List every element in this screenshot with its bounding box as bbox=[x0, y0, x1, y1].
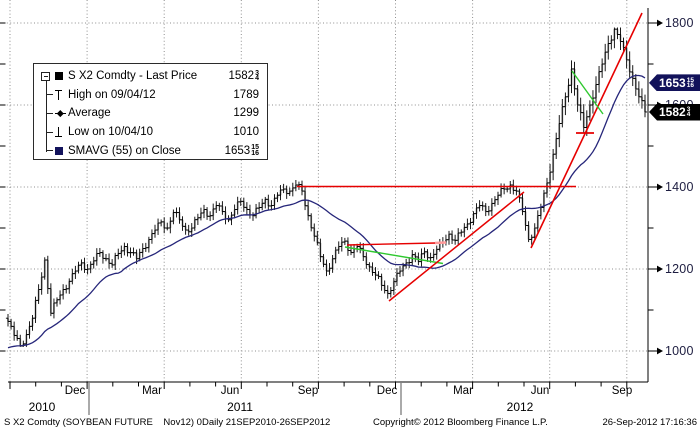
smavg-price-tag: 1653 15 16 bbox=[649, 74, 700, 92]
flag-top-cap bbox=[434, 241, 447, 245]
footer-instrument-label: S X2 Comdty (SOYBEAN FUTURE Nov12) 0Dail… bbox=[4, 417, 331, 428]
uptrend-summer-2012 bbox=[530, 12, 643, 249]
uptrend-spring-2012 bbox=[388, 191, 525, 302]
average-marker-icon bbox=[55, 109, 66, 118]
legend-value: 1653 15 16 bbox=[224, 144, 259, 157]
last-price-swatch-icon bbox=[55, 72, 63, 81]
tree-branch bbox=[46, 131, 53, 133]
legend-tree-line bbox=[45, 80, 47, 152]
legend-row-smavg[interactable]: SMAVG (55) on Close 1653 15 16 bbox=[34, 141, 267, 160]
legend-label: High on 09/04/12 bbox=[68, 88, 156, 101]
smavg-price-value: 1653 bbox=[659, 75, 686, 90]
smavg-swatch-icon bbox=[55, 146, 63, 155]
tree-branch bbox=[46, 94, 53, 96]
footer-timestamp: 26-Sep-2012 17:16:36 bbox=[602, 417, 697, 428]
legend-label: S X2 Comdty - Last Price bbox=[68, 70, 198, 83]
legend-row-last-price[interactable]: S X2 Comdty - Last Price 1582 3 4 bbox=[34, 67, 267, 86]
legend-label: Average bbox=[68, 107, 111, 120]
legend-value: 1299 bbox=[233, 107, 259, 120]
footer-copyright: Copyright© 2012 Bloomberg Finance L.P. bbox=[373, 417, 548, 428]
tree-expand-icon[interactable] bbox=[41, 71, 50, 81]
last-price-tag: 1582 3 4 bbox=[649, 103, 700, 121]
last-price-value: 1582 bbox=[659, 105, 686, 119]
legend-value: 1582 3 4 bbox=[228, 69, 260, 83]
wedge-green-2011-line bbox=[344, 246, 444, 265]
flag-top-2011-line bbox=[346, 242, 437, 246]
pullback-green-2012 bbox=[571, 70, 604, 115]
gridlines bbox=[0, 0, 648, 382]
legend-value: 1789 bbox=[233, 88, 259, 101]
legend-label: Low on 10/04/10 bbox=[68, 126, 154, 139]
high-marker-icon bbox=[55, 89, 62, 100]
legend-box: S X2 Comdty - Last Price 1582 3 4 High on … bbox=[33, 63, 268, 160]
legend-value: 1010 bbox=[233, 126, 259, 139]
tree-branch bbox=[46, 150, 53, 152]
legend-row-high[interactable]: High on 09/04/12 1789 bbox=[34, 86, 267, 105]
low-marker-icon bbox=[55, 127, 62, 138]
sma-line bbox=[7, 74, 646, 349]
legend-row-average[interactable]: Average 1299 bbox=[34, 104, 267, 123]
tree-branch bbox=[46, 112, 53, 114]
trend-lines bbox=[297, 12, 643, 302]
legend-label: SMAVG (55) on Close bbox=[68, 144, 181, 157]
axis-lines bbox=[0, 8, 663, 415]
legend-row-low[interactable]: Low on 10/04/10 1010 bbox=[34, 123, 267, 142]
